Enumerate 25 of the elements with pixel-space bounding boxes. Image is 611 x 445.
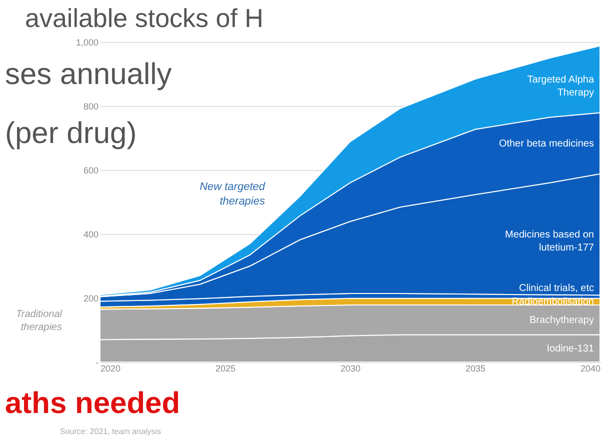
- y-tick-label: -: [96, 358, 98, 368]
- x-tick-label: 2040: [580, 364, 600, 374]
- y-tick-label: 1,000: [76, 38, 98, 48]
- x-tick-label: 2035: [465, 364, 486, 374]
- text: Traditional therapies: [16, 309, 63, 333]
- annotation: New targeted therapies: [200, 181, 266, 208]
- series-label: Iodine-131: [546, 343, 594, 354]
- x-tick-label: 2030: [340, 364, 361, 374]
- series-label: Brachytherapy: [530, 314, 594, 326]
- source-note: Source: 2021, team analysis: [60, 427, 161, 436]
- text: aths needed: [5, 387, 180, 420]
- y-tick-label: 600: [83, 166, 98, 176]
- series-label: Targeted Alpha Therapy: [527, 74, 594, 98]
- series-label: Clinical trials, etc: [518, 283, 594, 294]
- series-label: Other beta medicines: [498, 138, 594, 150]
- x-tick-label: 2025: [215, 364, 236, 374]
- annotation: (per drug): [5, 117, 137, 150]
- y-tick-label: 200: [83, 294, 98, 304]
- series-label: Medicines based on lutetium-177: [505, 229, 594, 254]
- x-tick-label: 2020: [100, 364, 121, 374]
- y-tick-label: 400: [83, 230, 98, 240]
- chart-title: available stocks of H: [25, 3, 264, 33]
- annotation: ses annually: [5, 58, 172, 91]
- y-tick-label: 800: [83, 102, 98, 112]
- series-label: Radioembolisation: [512, 296, 594, 308]
